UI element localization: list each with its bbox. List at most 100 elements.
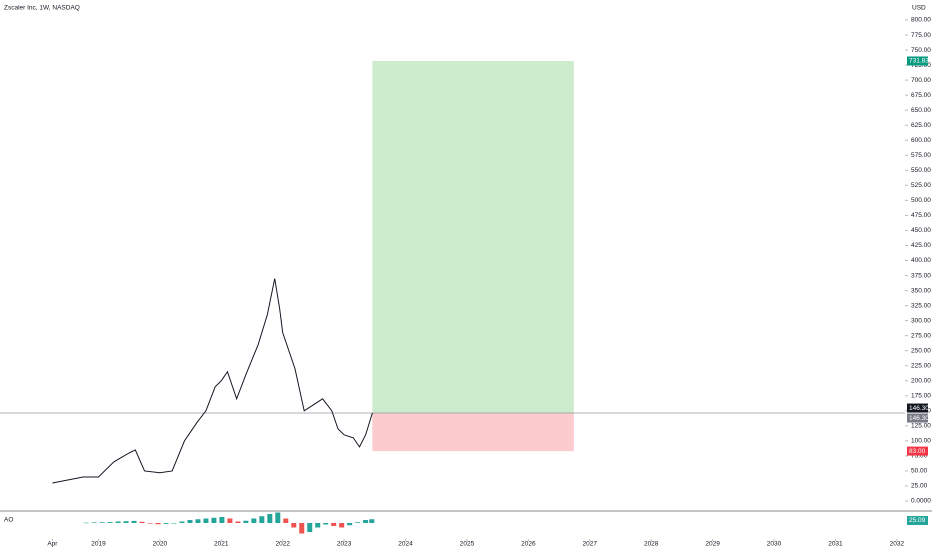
profit-zone [372, 60, 574, 414]
y-tick-label: 650.00 [911, 107, 931, 114]
ao-bar [211, 517, 217, 523]
ao-bar [235, 521, 241, 523]
ao-bar [243, 520, 249, 523]
y-tick-label: 425.00 [911, 242, 931, 249]
y-tick-label: 0.0000 [911, 498, 931, 505]
y-tick-label: 125.00 [911, 423, 931, 430]
ao-bar [99, 522, 105, 523]
ao-last-label: 25.09 [909, 517, 926, 524]
ao-bar [227, 518, 233, 523]
x-tick-label: 2030 [767, 541, 782, 548]
x-tick-label: 2023 [337, 541, 352, 548]
ao-bar [283, 518, 289, 523]
y-tick-label: 75.00 [911, 453, 928, 460]
x-tick-label: 2031 [828, 541, 843, 548]
y-tick-label: 575.00 [911, 152, 931, 159]
target-label: 731.83 [909, 58, 929, 65]
y-tick-label: 375.00 [911, 272, 931, 279]
ao-bar [107, 522, 113, 523]
ao-bar [275, 512, 281, 523]
ao-bar [369, 519, 375, 523]
target-label-box [907, 56, 928, 66]
ao-bar [251, 518, 257, 523]
y-tick-label: 500.00 [911, 197, 931, 204]
ao-bar [323, 523, 329, 525]
y-tick-label: 475.00 [911, 212, 931, 219]
x-tick-label: 2022 [275, 541, 290, 548]
ao-bar [339, 523, 345, 528]
ao-bar [187, 520, 193, 523]
price-label-box [907, 403, 928, 413]
y-tick-label: 550.00 [911, 167, 931, 174]
ao-bar [147, 523, 153, 524]
y-tick-label: 25.00 [911, 483, 928, 490]
ao-bar [219, 517, 225, 523]
ao-bar [139, 521, 145, 523]
price-line-series [52, 278, 373, 484]
y-tick-label: 625.00 [911, 122, 931, 129]
y-tick-label: 700.00 [911, 77, 931, 84]
x-tick-label: 2032 [890, 541, 905, 548]
ao-bar [299, 523, 305, 534]
x-tick-label: 2029 [705, 541, 720, 548]
x-tick-label: Apr [47, 541, 58, 548]
y-tick-label: 100.00 [911, 438, 931, 445]
ao-bar [363, 520, 369, 523]
ao-bar [163, 523, 169, 524]
ao-bar [315, 523, 321, 528]
y-tick-label: 225.00 [911, 362, 931, 369]
chart-title: Zscaler Inc, 1W, NASDAQ [4, 5, 80, 12]
y-tick-label: 350.00 [911, 287, 931, 294]
y-tick-label: 325.00 [911, 302, 931, 309]
x-tick-label: 2021 [214, 541, 229, 548]
ao-bar [291, 523, 297, 528]
y-tick-label: 600.00 [911, 137, 931, 144]
ao-bar [267, 514, 273, 523]
x-tick-label: 2024 [398, 541, 413, 548]
ao-bar [179, 521, 185, 523]
ao-bar [91, 522, 97, 523]
stop-label-box [907, 446, 928, 456]
price-label-box [907, 413, 928, 423]
x-tick-label: 2027 [583, 541, 598, 548]
ao-bar [155, 523, 161, 525]
x-tick-label: 2020 [153, 541, 168, 548]
ao-bar [203, 518, 209, 523]
ao-bar [307, 523, 313, 532]
y-tick-label: 775.00 [911, 32, 931, 39]
ao-bar [347, 523, 353, 526]
currency: USD [912, 5, 926, 12]
y-tick-label: 50.00 [911, 468, 928, 475]
loss-zone [372, 413, 574, 452]
y-tick-label: 250.00 [911, 347, 931, 354]
y-tick-label: 175.00 [911, 393, 931, 400]
y-tick-label: 200.00 [911, 377, 931, 384]
price-label: 146.30 [909, 405, 929, 412]
y-tick-label: 400.00 [911, 257, 931, 264]
y-tick-label: 675.00 [911, 92, 931, 99]
y-tick-label: 450.00 [911, 227, 931, 234]
ao-bar [83, 522, 89, 524]
x-tick-label: 2019 [91, 541, 106, 548]
x-tick-label: 2025 [460, 541, 475, 548]
ao-label: AO [4, 517, 13, 524]
ao-bar [195, 519, 201, 523]
ao-bar [331, 523, 337, 526]
ao-bar [123, 521, 129, 523]
ao-bar [115, 521, 121, 523]
y-tick-label: 300.00 [911, 317, 931, 324]
y-tick-label: 275.00 [911, 332, 931, 339]
x-tick-label: 2026 [521, 541, 536, 548]
y-tick-label: 800.00 [911, 17, 931, 24]
stop-label: 83.00 [909, 448, 926, 455]
ao-bar [355, 522, 361, 523]
price-label: 146.30 [909, 415, 929, 422]
ao-bar [259, 516, 265, 523]
ao-last-box [907, 516, 928, 525]
y-tick-label: 750.00 [911, 47, 931, 54]
y-tick-label: 525.00 [911, 182, 931, 189]
x-tick-label: 2028 [644, 541, 659, 548]
ao-bar [131, 520, 137, 523]
